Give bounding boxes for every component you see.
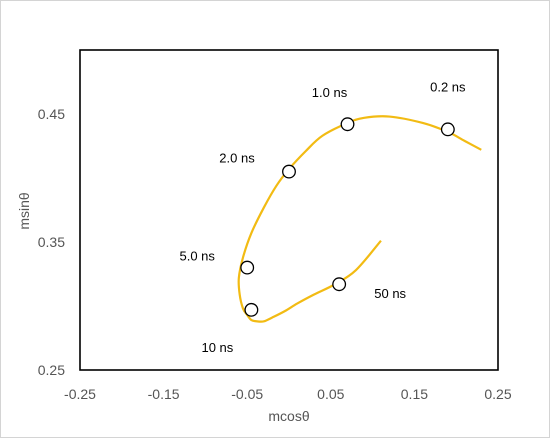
y-tick-label: 0.25 <box>38 362 65 378</box>
x-tick-label: -0.05 <box>231 386 263 402</box>
time-marker <box>244 302 259 317</box>
x-tick-label: -0.25 <box>64 386 96 402</box>
time-marker <box>240 260 255 275</box>
time-marker-label: 50 ns <box>374 286 406 301</box>
time-markers: 0.2 ns 1.0 ns 2.0 ns 5.0 ns 10 ns 50 ns <box>179 79 466 354</box>
time-marker <box>332 277 347 292</box>
x-axis-label: mcosθ <box>268 408 309 424</box>
time-marker <box>340 117 355 132</box>
plot-area <box>79 49 499 371</box>
time-marker-label: 1.0 ns <box>312 85 348 100</box>
time-marker-label: 10 ns <box>201 340 233 355</box>
y-tick-label: 0.45 <box>38 106 65 122</box>
time-marker-label: 5.0 ns <box>179 249 215 264</box>
time-marker-label: 0.2 ns <box>430 79 466 94</box>
time-marker-label: 2.0 ns <box>219 151 255 166</box>
x-tick-labels: -0.25 -0.15 -0.05 0.05 0.15 0.25 <box>64 386 512 402</box>
y-tick-label: 0.35 <box>38 234 65 250</box>
time-marker <box>440 122 455 137</box>
x-tick-label: 0.15 <box>401 386 428 402</box>
y-axis-label: msinθ <box>16 192 32 230</box>
time-marker <box>282 164 296 179</box>
x-tick-label: 0.05 <box>317 386 344 402</box>
x-tick-label: -0.15 <box>148 386 180 402</box>
x-tick-label: 0.25 <box>484 386 511 402</box>
y-tick-labels: 0.25 0.35 0.45 <box>38 106 65 378</box>
